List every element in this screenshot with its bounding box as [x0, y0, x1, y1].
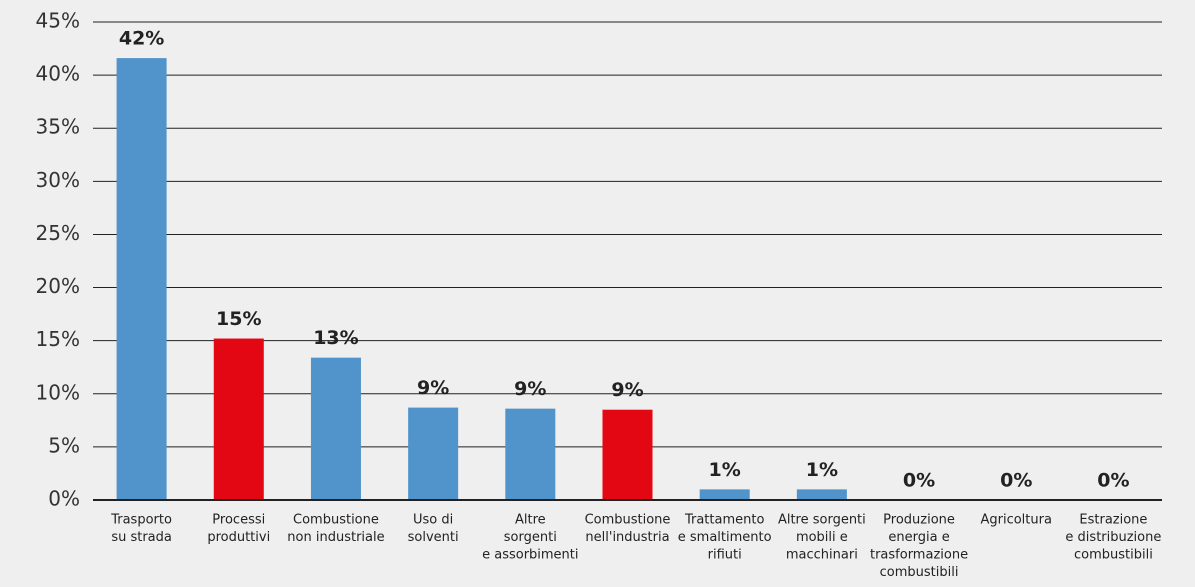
- x-tick-label: Estrazione: [1079, 513, 1147, 528]
- x-tick-label: Trasporto: [110, 513, 172, 528]
- x-tick-label: e distribuzione: [1065, 530, 1161, 545]
- x-tick-label: Agricoltura: [980, 513, 1051, 528]
- bar: [602, 409, 653, 500]
- x-tick-label: su strada: [111, 530, 172, 545]
- y-tick-label: 15%: [36, 327, 80, 351]
- x-tick-label: Trattamento: [684, 513, 765, 528]
- x-tick-label: macchinari: [786, 548, 858, 563]
- value-label: 9%: [417, 377, 449, 399]
- bar: [116, 58, 167, 501]
- x-tick-label: Processi: [212, 513, 265, 528]
- value-label: 0%: [1000, 470, 1032, 492]
- x-tick-label: Combustione: [585, 513, 671, 528]
- x-tick-label: mobili e: [796, 530, 848, 545]
- y-tick-label: 20%: [36, 274, 80, 298]
- y-tick-label: 35%: [36, 115, 80, 139]
- y-tick-label: 30%: [36, 168, 80, 192]
- value-label: 1%: [806, 459, 838, 481]
- x-tick-label: trasformazione: [870, 548, 968, 563]
- value-label: 0%: [1097, 470, 1129, 492]
- value-label: 9%: [514, 378, 546, 400]
- x-tick-label: combustibili: [1074, 548, 1153, 563]
- x-tick-label: combustibili: [880, 565, 959, 580]
- y-tick-label: 10%: [36, 380, 80, 404]
- y-tick-label: 0%: [48, 487, 80, 511]
- x-tick-label: nell'industria: [585, 530, 669, 545]
- x-tick-label: rifiuti: [708, 548, 742, 563]
- x-tick-label: non industriale: [287, 530, 384, 545]
- bar: [310, 357, 361, 500]
- x-tick-label: sorgenti: [504, 530, 557, 545]
- bar: [408, 407, 459, 500]
- x-tick-label: e smaltimento: [678, 530, 772, 545]
- x-tick-label: energia e: [888, 530, 949, 545]
- x-tick-label: solventi: [408, 530, 459, 545]
- value-label: 9%: [611, 379, 643, 401]
- y-tick-label: 40%: [36, 62, 80, 86]
- y-tick-label: 5%: [48, 433, 80, 457]
- value-label: 0%: [903, 470, 935, 492]
- y-tick-label: 45%: [36, 9, 80, 33]
- bar: [505, 408, 556, 500]
- bar: [796, 489, 847, 500]
- bar: [699, 489, 750, 500]
- x-tick-label: Uso di: [413, 513, 453, 528]
- value-label: 42%: [119, 28, 164, 50]
- x-tick-label: Combustione: [293, 513, 379, 528]
- x-tick-label: Altre sorgenti: [778, 513, 866, 528]
- value-label: 15%: [216, 308, 261, 330]
- value-label: 13%: [313, 327, 358, 349]
- bar: [213, 338, 264, 500]
- value-label: 1%: [709, 459, 741, 481]
- x-tick-label: Produzione: [883, 513, 955, 528]
- x-tick-label: Altre: [515, 513, 546, 528]
- x-tick-label: e assorbimenti: [482, 548, 578, 563]
- y-tick-label: 25%: [36, 221, 80, 245]
- x-tick-label: produttivi: [207, 530, 270, 545]
